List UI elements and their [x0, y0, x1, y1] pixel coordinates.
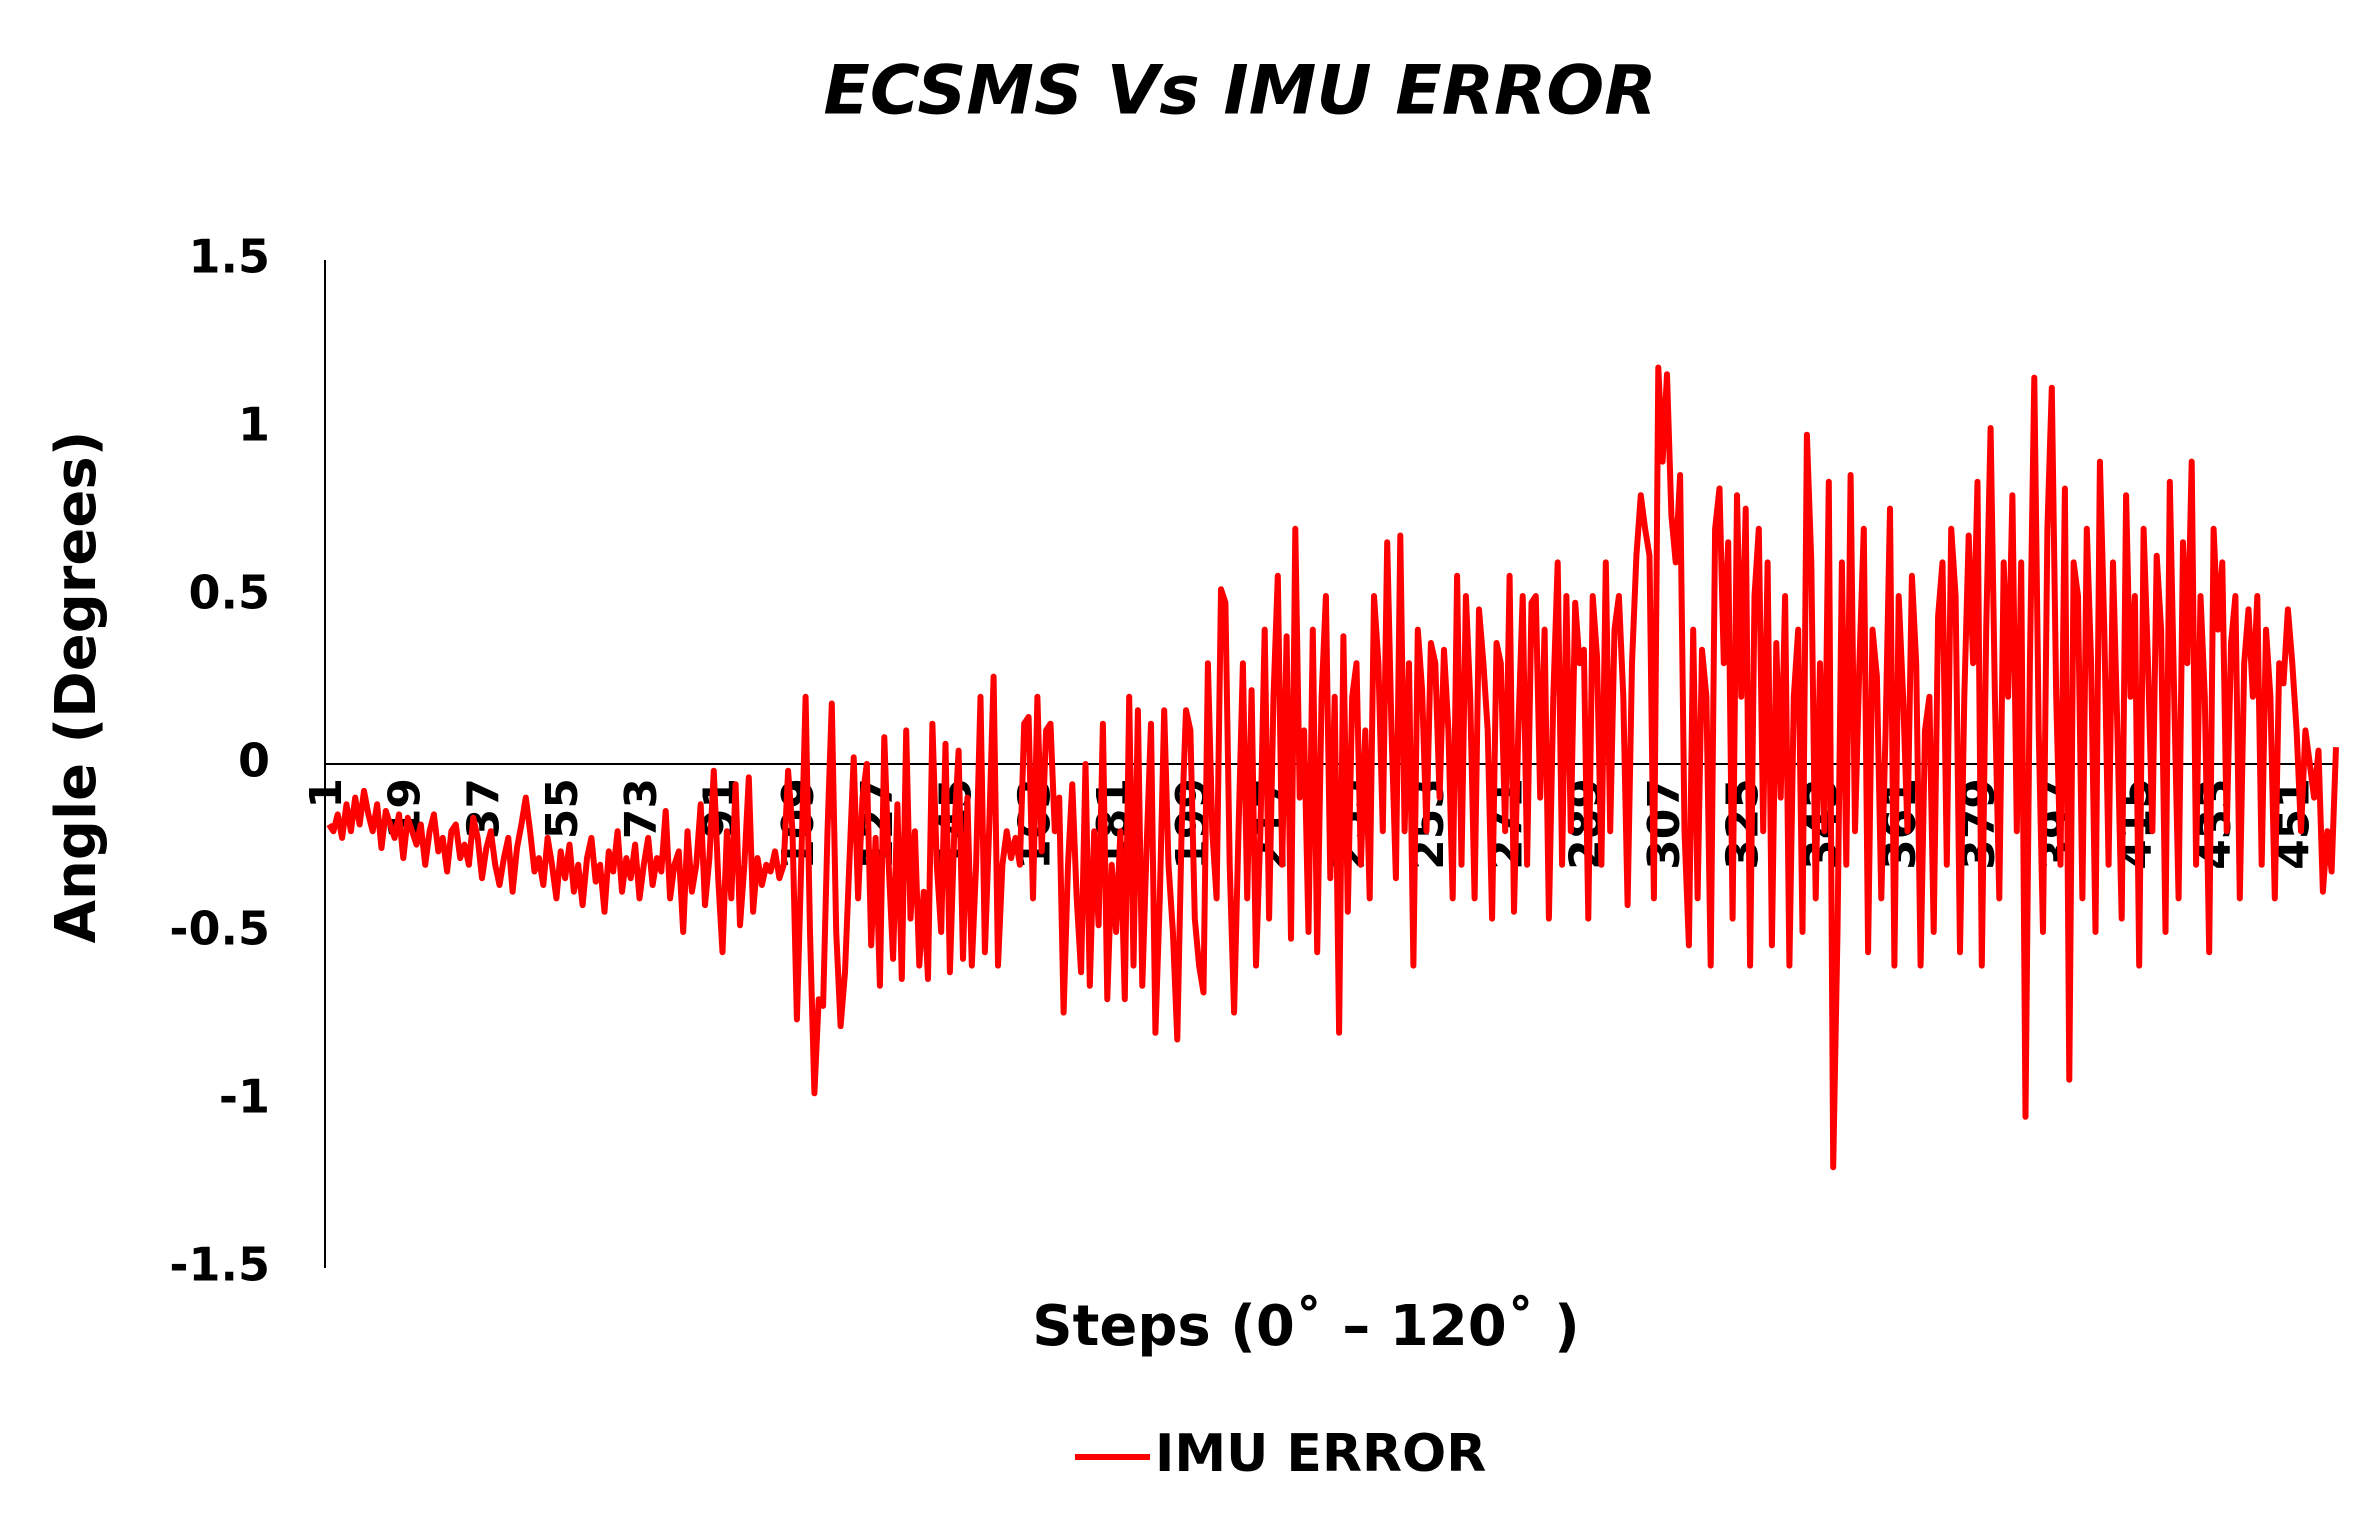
- y-tick-label: -1: [219, 1070, 270, 1124]
- y-axis-title: Angle (Degrees): [44, 431, 109, 944]
- y-tick-label: 0: [238, 734, 270, 788]
- y-tick-label: -1.5: [169, 1238, 270, 1292]
- y-tick-label: -0.5: [169, 902, 270, 956]
- y-tick-label: 1.5: [189, 230, 271, 284]
- x-tick-label: 73: [616, 778, 667, 839]
- x-tick-label: 55: [537, 778, 588, 839]
- x-tick-label: 1: [301, 778, 352, 809]
- y-tick-label: 0.5: [189, 566, 271, 620]
- legend-label: IMU ERROR: [1155, 1424, 1486, 1484]
- y-tick-label: 1: [238, 398, 270, 452]
- chart-title: ECSMS Vs IMU ERROR: [823, 52, 1656, 131]
- x-tick-label: 37: [458, 778, 509, 839]
- data-line: [326, 364, 2339, 1171]
- x-axis-title: Steps (0˚ – 120˚ ): [1032, 1294, 1580, 1359]
